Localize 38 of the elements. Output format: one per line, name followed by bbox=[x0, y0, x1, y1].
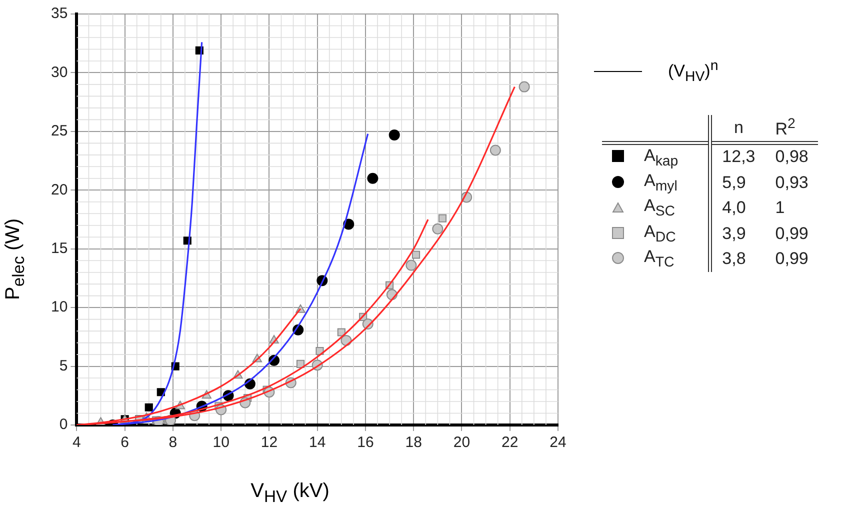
x-tick-label: 12 bbox=[260, 434, 278, 452]
x-tick-label: 20 bbox=[453, 434, 470, 452]
legend-label: A$_{DC}$ bbox=[643, 220, 677, 246]
y-tick-label: 30 bbox=[50, 64, 68, 81]
y-tick-label: 25 bbox=[50, 122, 68, 140]
text: 0,99 bbox=[774, 222, 810, 245]
x-tick-label: 6 bbox=[120, 434, 129, 452]
text: 5,9 bbox=[710, 170, 766, 196]
x-tick-label: 22 bbox=[502, 434, 518, 452]
text: 3,8 bbox=[710, 246, 766, 272]
text: R$^{2}$ bbox=[774, 115, 796, 141]
text: 0,99 bbox=[774, 248, 810, 270]
x-tick-label: 4 bbox=[72, 434, 81, 452]
x-tick-label: 24 bbox=[550, 434, 566, 452]
x-axis-title: V$_{HV}$ (kV) bbox=[250, 480, 330, 507]
y-tick-label: 5 bbox=[59, 357, 68, 374]
x-tick-label: 14 bbox=[309, 434, 326, 452]
y-tick-label: 0 bbox=[59, 416, 68, 434]
y-tick-label: 35 bbox=[50, 5, 68, 22]
text: 4,0 bbox=[710, 195, 766, 221]
x-tick-label: 10 bbox=[212, 434, 230, 452]
text: n bbox=[710, 115, 766, 143]
y-tick-label: 20 bbox=[50, 181, 68, 198]
text: 0,98 bbox=[774, 146, 810, 168]
text: (V$_{HV}$)$^{n}$ bbox=[668, 58, 718, 86]
legend-label: A$_{myl}$ bbox=[643, 170, 678, 196]
text: 12,3 bbox=[710, 142, 766, 170]
text: 0,93 bbox=[774, 172, 810, 194]
text: 1 bbox=[774, 197, 786, 220]
x-tick-label: 8 bbox=[168, 434, 178, 452]
legend-label: A$_{SC}$ bbox=[643, 195, 676, 221]
text: 3,9 bbox=[710, 220, 766, 246]
x-tick-label: 18 bbox=[405, 434, 422, 452]
legend-label: A$_{TC}$ bbox=[643, 246, 676, 272]
legend-label: A$_{kap}$ bbox=[643, 144, 680, 170]
x-tick-label: 16 bbox=[357, 434, 374, 452]
y-tick-label: 15 bbox=[50, 240, 68, 257]
y-tick-label: 10 bbox=[50, 298, 68, 316]
